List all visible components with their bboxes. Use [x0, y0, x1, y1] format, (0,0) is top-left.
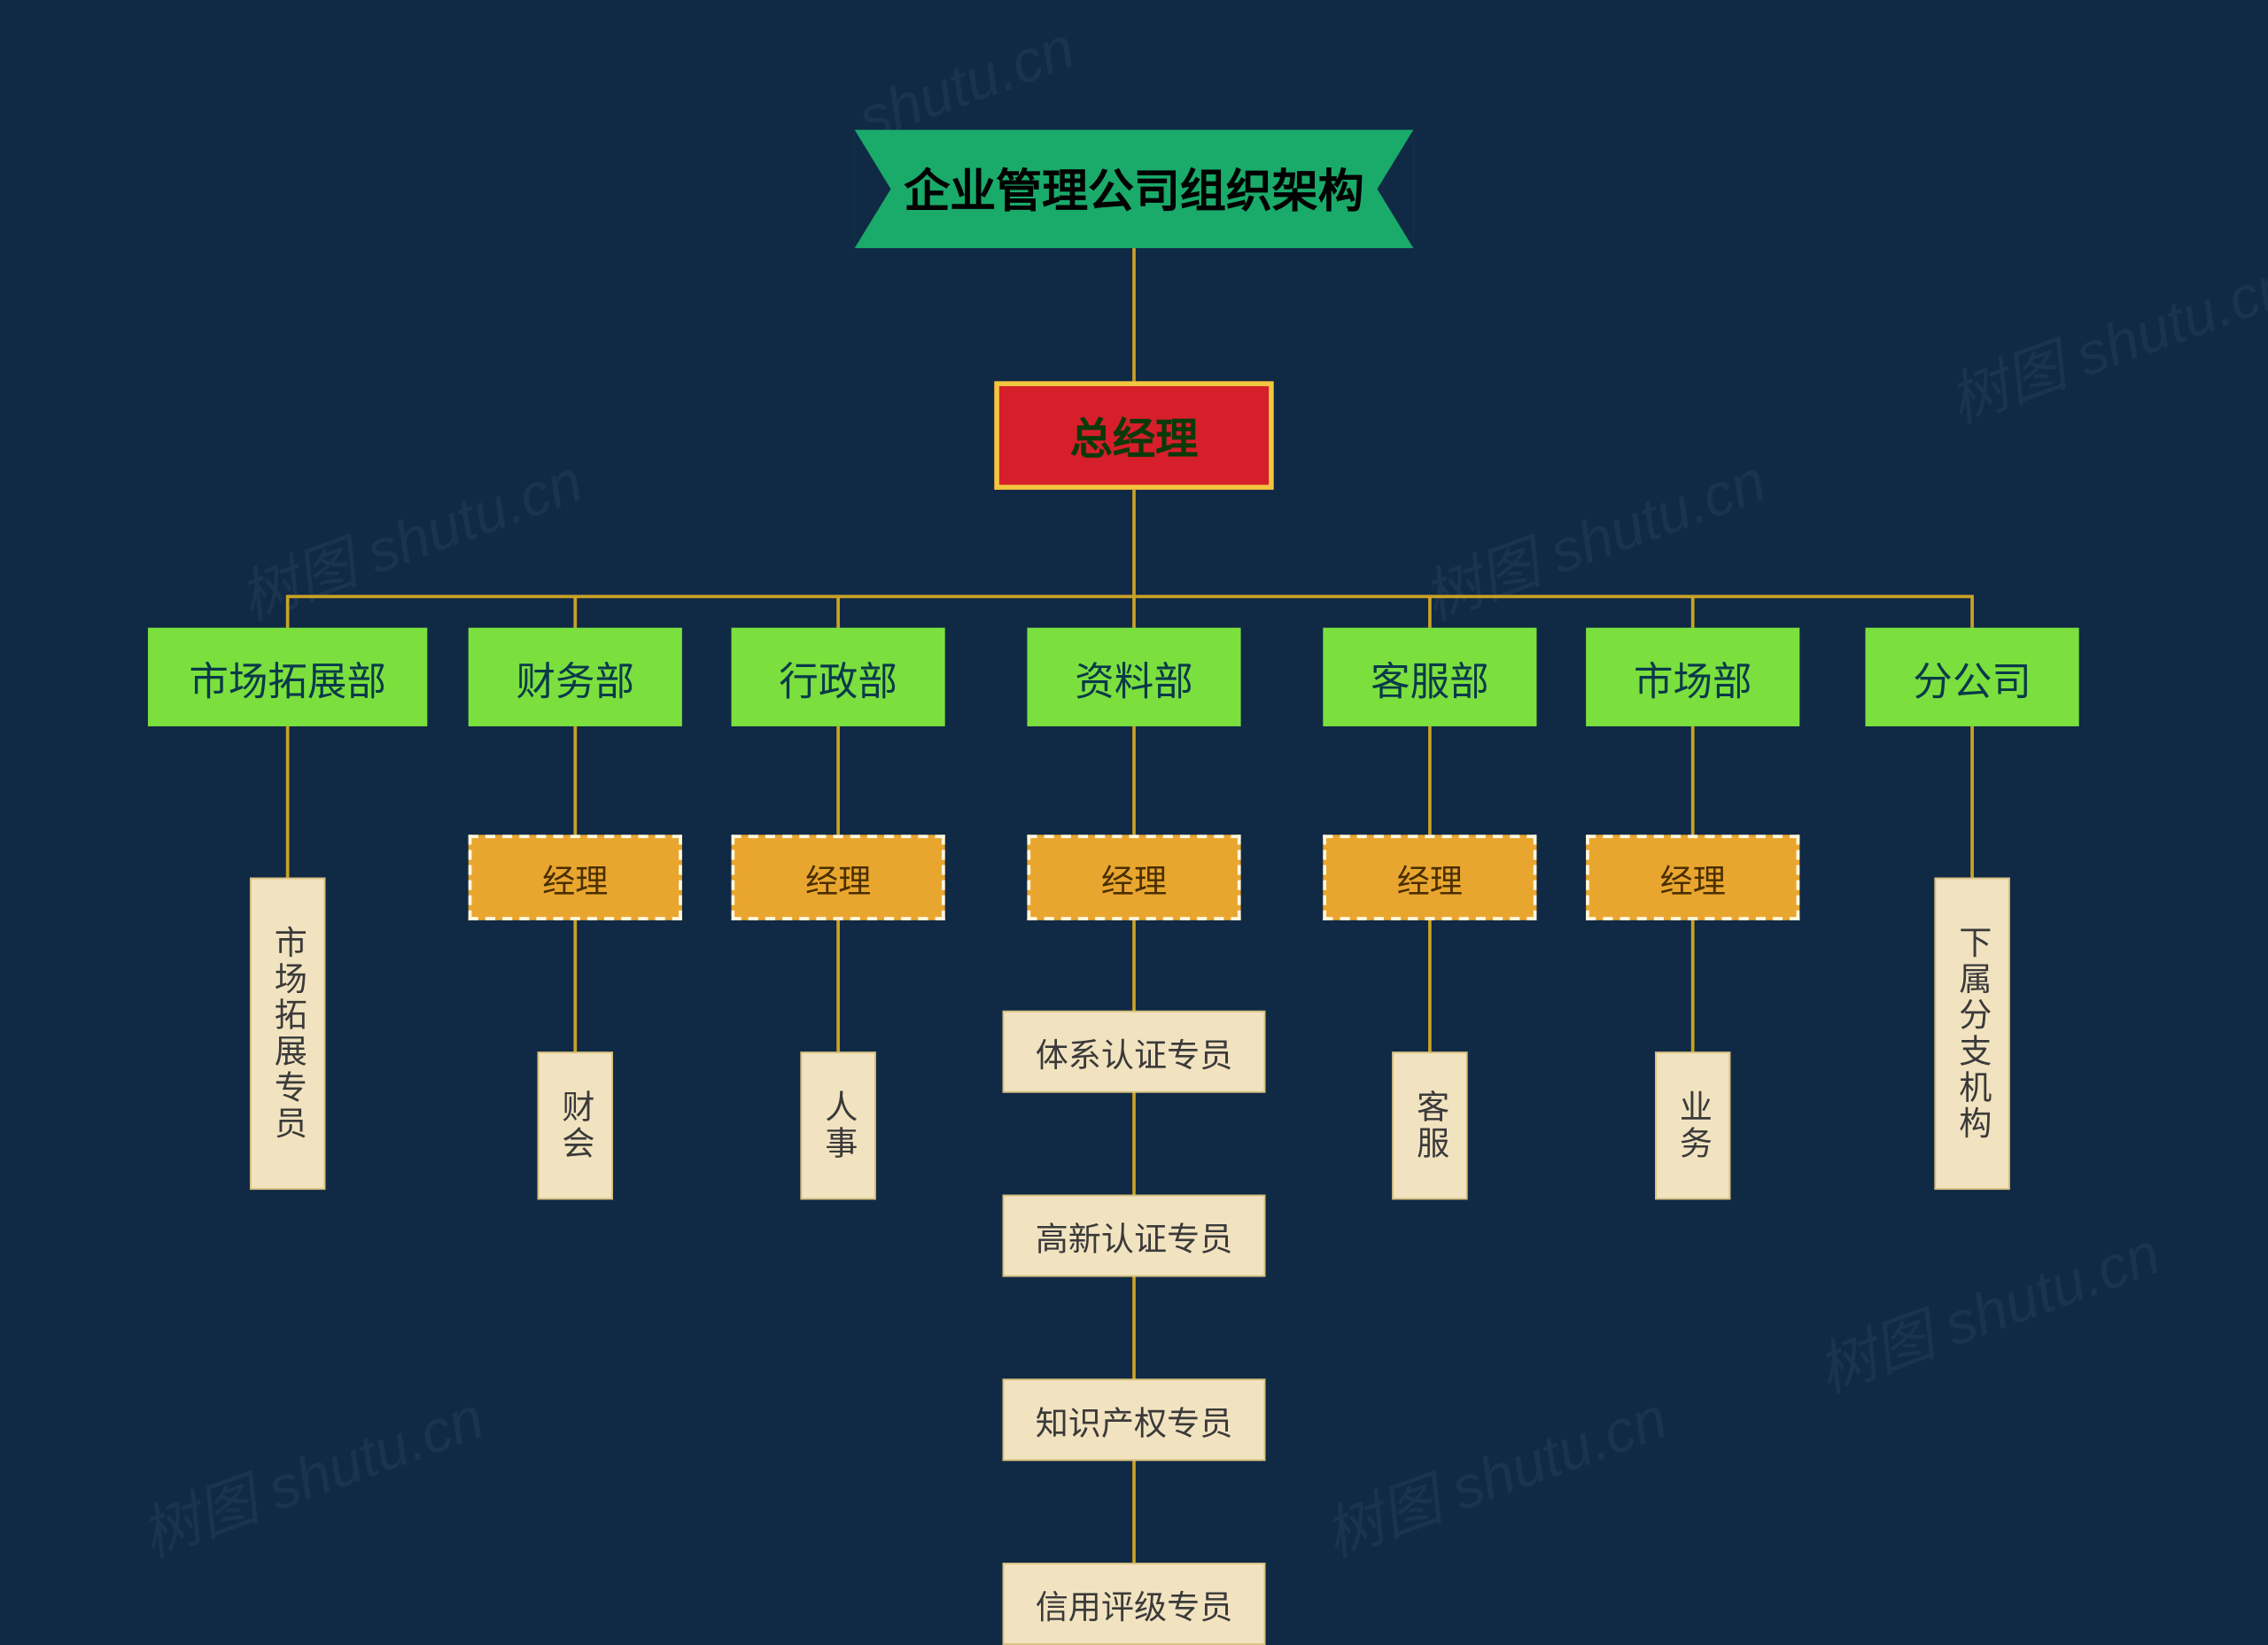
leaf-box-marketing-0: 业务: [1655, 1051, 1730, 1199]
connector-line: [1428, 920, 1432, 1051]
connector-line: [1970, 726, 1974, 878]
manager-box-finance: 经理: [469, 835, 682, 920]
leaf-box-materials-0: 体系认证专员: [1003, 1011, 1266, 1093]
connector-line: [1691, 595, 1695, 628]
leaf-box-market_dev-0: 市场拓展专员: [250, 878, 325, 1190]
connector-line: [286, 726, 290, 878]
connector-line: [573, 726, 577, 834]
connector-line: [1132, 726, 1136, 834]
dept-box-branch: 分公司: [1866, 628, 2079, 726]
connector-line: [1132, 490, 1136, 595]
manager-box-service: 经理: [1323, 835, 1536, 920]
dept-box-service: 客服部: [1323, 628, 1536, 726]
watermark: 树图 shutu.cn: [128, 1371, 493, 1574]
leaf-box-materials-2: 知识产权专员: [1003, 1379, 1266, 1462]
connector-line: [286, 595, 290, 628]
watermark: 树图 shutu.cn: [1410, 434, 1775, 637]
watermark: 树图 shutu.cn: [1936, 237, 2268, 440]
leaf-box-admin-0: 人事: [800, 1051, 875, 1199]
connector-line: [836, 595, 840, 628]
manager-box-materials: 经理: [1027, 835, 1240, 920]
watermark: 树图 shutu.cn: [1804, 1207, 2170, 1409]
org-chart-canvas: 树图 shutu.cn树图 shutu.cn树图 shutu.cnshutu.c…: [0, 0, 2268, 1593]
leaf-box-materials-1: 高新认证专员: [1003, 1195, 1266, 1277]
connector-line: [1132, 248, 1136, 381]
connector-line: [1428, 726, 1432, 834]
manager-box-admin: 经理: [732, 835, 945, 920]
manager-box-marketing: 经理: [1586, 835, 1799, 920]
dept-box-marketing: 市场部: [1586, 628, 1799, 726]
connector-line: [1691, 726, 1695, 834]
connector-line: [1970, 595, 1974, 628]
connector-line: [573, 920, 577, 1051]
connector-line: [1691, 920, 1695, 1051]
ribbon-notch-left: [855, 130, 891, 249]
connector-line: [1428, 595, 1432, 628]
leaf-box-materials-3: 信用评级专员: [1003, 1563, 1266, 1645]
connector-line: [836, 920, 840, 1051]
title-ribbon: 企业管理公司组织架构: [855, 130, 1414, 249]
connector-line: [573, 595, 577, 628]
leaf-box-finance-0: 财会: [538, 1051, 613, 1199]
connector-line: [1132, 595, 1136, 628]
leaf-box-branch-0: 下属分支机构: [1934, 878, 2009, 1190]
dept-box-market_dev: 市场拓展部: [148, 628, 427, 726]
connector-line: [288, 595, 1972, 599]
watermark: 树图 shutu.cn: [1311, 1371, 1677, 1574]
dept-box-admin: 行政部: [732, 628, 945, 726]
leaf-box-service-0: 客服: [1392, 1051, 1467, 1199]
watermark: 树图 shutu.cn: [226, 434, 592, 637]
ribbon-notch-right: [1378, 130, 1414, 249]
dept-box-finance: 财务部: [469, 628, 682, 726]
gm-box: 总经理: [994, 382, 1273, 490]
dept-box-materials: 资料部: [1027, 628, 1240, 726]
connector-line: [836, 726, 840, 834]
